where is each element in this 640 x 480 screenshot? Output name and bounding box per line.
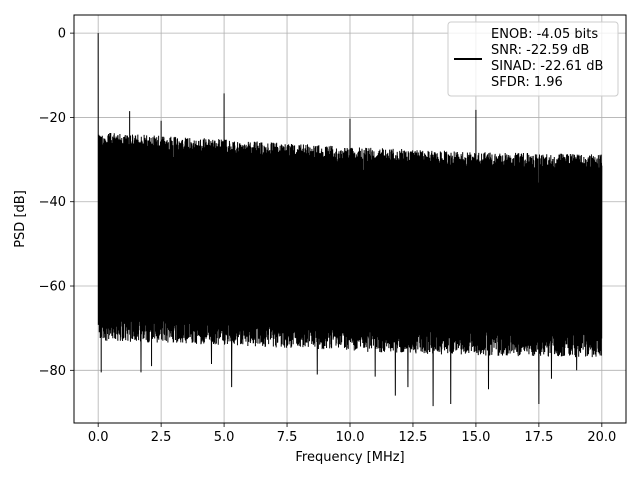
y-tick-label: −60 [39, 280, 66, 295]
x-tick-label: 20.0 [587, 430, 616, 445]
legend-entry-sfdr: SFDR: 1.96 [491, 75, 563, 90]
x-axis-label: Frequency [MHz] [295, 450, 404, 465]
x-tick-label: 0.0 [88, 430, 109, 445]
x-tick-label: 7.5 [277, 430, 298, 445]
psd-line [97, 33, 603, 407]
x-tick-label: 12.5 [398, 430, 427, 445]
x-tick-label: 2.5 [151, 430, 172, 445]
x-tick-label: 17.5 [524, 430, 553, 445]
legend: ENOB: -4.05 bits SNR: -22.59 dB SINAD: -… [447, 21, 619, 97]
psd-series [97, 33, 603, 407]
y-axis-label: PSD [dB] [13, 190, 28, 248]
y-tick-label: −20 [39, 111, 66, 126]
legend-entry-sinad: SINAD: -22.61 dB [491, 59, 603, 74]
x-tick-label: 5.0 [214, 430, 235, 445]
y-tick-label: 0 [58, 27, 66, 42]
y-tick-label: −80 [39, 364, 66, 379]
legend-box [447, 21, 619, 97]
y-tick-label: −40 [39, 195, 66, 210]
x-axis-ticks: 0.0 2.5 5.0 7.5 10.0 12.5 15.0 17.5 20.0 [88, 423, 616, 445]
x-tick-label: 10.0 [336, 430, 365, 445]
y-axis-ticks: 0 −20 −40 −60 −80 [39, 27, 74, 379]
x-tick-label: 15.0 [461, 430, 490, 445]
legend-entry-enob: ENOB: -4.05 bits [491, 27, 598, 42]
legend-entry-snr: SNR: -22.59 dB [491, 43, 589, 58]
